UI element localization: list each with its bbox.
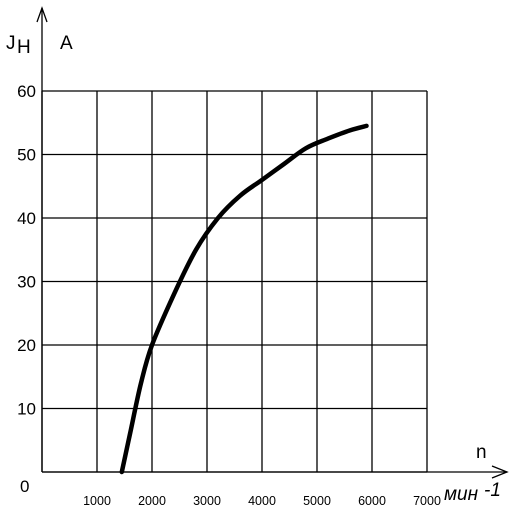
- x-axis-arrow: [491, 465, 509, 479]
- x-tick-label: 3000: [193, 494, 221, 508]
- y-axis-symbol: J: [6, 33, 16, 54]
- axes: [36, 6, 509, 479]
- y-axis-symbol-sub: H: [17, 37, 31, 58]
- x-tick-labels: 1000 2000 3000 4000 5000 6000 7000: [83, 494, 441, 508]
- y-tick-label: 40: [17, 209, 36, 228]
- series-line: [119, 123, 369, 475]
- origin-label: 0: [20, 477, 29, 496]
- y-axis-label: J H A: [6, 33, 73, 58]
- x-axis-label: n мин -1: [444, 442, 501, 505]
- y-axis-unit: A: [60, 33, 73, 54]
- x-axis-unit: мин: [444, 484, 479, 505]
- y-tick-label: 10: [17, 400, 36, 419]
- x-tick-label: 2000: [138, 494, 166, 508]
- x-tick-label: 6000: [358, 494, 386, 508]
- x-tick-label: 7000: [413, 494, 441, 508]
- x-tick-label: 5000: [303, 494, 331, 508]
- x-tick-label: 4000: [248, 494, 276, 508]
- y-tick-label: 20: [17, 336, 36, 355]
- grid: [41, 90, 428, 473]
- y-axis-arrow: [36, 6, 48, 23]
- x-axis-unit-exponent: -1: [484, 480, 501, 501]
- y-tick-labels: 10 20 30 40 50 60: [17, 82, 36, 419]
- y-tick-label: 30: [17, 273, 36, 292]
- y-tick-label: 50: [17, 146, 36, 165]
- x-axis-symbol: n: [476, 442, 487, 463]
- x-tick-label: 1000: [83, 494, 111, 508]
- y-tick-label: 60: [17, 82, 36, 101]
